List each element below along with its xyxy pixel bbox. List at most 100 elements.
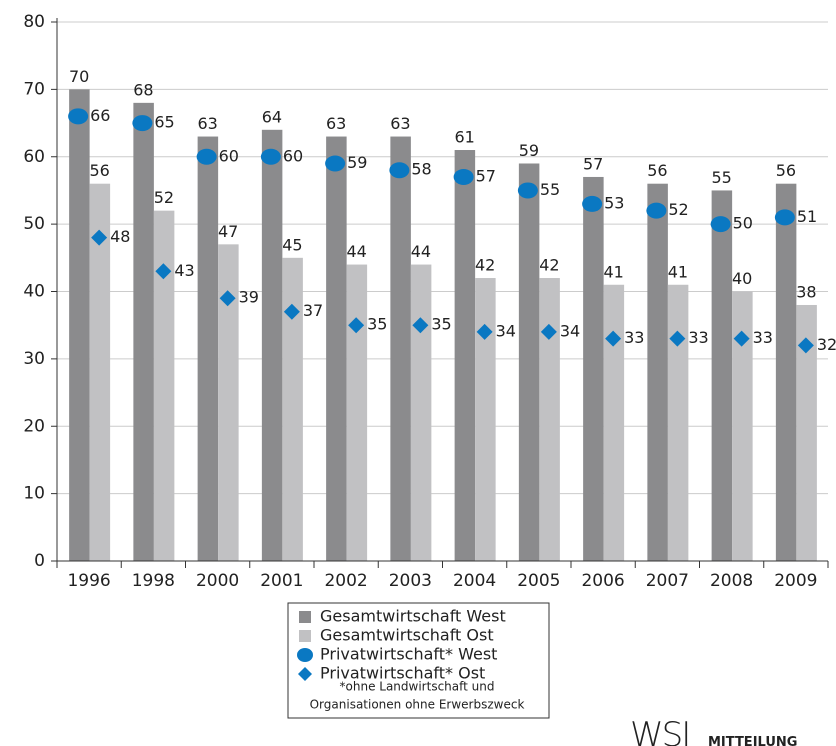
- legend-swatch: [297, 648, 313, 662]
- circle-marker: [389, 162, 410, 179]
- circle-marker: [517, 182, 538, 199]
- y-tick-label: 70: [23, 79, 45, 99]
- bar: [133, 102, 154, 561]
- bar-label: 41: [603, 262, 623, 281]
- x-tick-label: 1998: [132, 571, 175, 591]
- diamond-marker: [733, 330, 750, 347]
- diamond-marker: [605, 330, 622, 347]
- bar: [667, 284, 689, 561]
- marker-label: 33: [753, 328, 773, 347]
- marker-label: 34: [560, 321, 580, 340]
- bar: [775, 183, 797, 561]
- bar: [454, 150, 476, 561]
- marker-label: 51: [797, 207, 817, 226]
- bar: [69, 89, 90, 561]
- diamond-marker: [219, 290, 236, 307]
- legend-box: [287, 602, 550, 719]
- x-tick-label: 2002: [324, 571, 367, 591]
- bar: [796, 304, 817, 561]
- bar-label: 64: [262, 107, 282, 126]
- bar-label: 70: [69, 67, 89, 86]
- bar: [732, 291, 753, 561]
- marker-label: 60: [283, 146, 303, 165]
- bar-label: 42: [475, 256, 495, 275]
- legend-label: Gesamtwirtschaft Ost: [320, 626, 494, 645]
- circle-marker: [132, 115, 153, 132]
- logo: WSI: [630, 715, 689, 746]
- legend-swatch: [298, 667, 312, 681]
- marker-label: 66: [90, 106, 110, 125]
- marker-label: 43: [174, 261, 194, 280]
- x-tick-label: 2003: [389, 571, 432, 591]
- bar-label: 63: [390, 114, 410, 133]
- bar: [197, 136, 219, 561]
- x-tick-label: 2006: [581, 571, 624, 591]
- marker-label: 35: [367, 315, 387, 334]
- marker-label: 57: [476, 166, 496, 185]
- bar-label: 55: [711, 168, 731, 187]
- legend-swatch: [299, 611, 311, 623]
- bar-label: 40: [732, 269, 752, 288]
- y-tick-label: 20: [23, 416, 45, 436]
- x-tick-label: 2009: [774, 571, 817, 591]
- x-tick-label: 1996: [67, 571, 110, 591]
- circle-marker: [453, 168, 474, 185]
- diamond-marker: [669, 330, 686, 347]
- legend-label: Gesamtwirtschaft West: [320, 607, 506, 626]
- marker-label: 55: [540, 180, 560, 199]
- circle-marker: [774, 209, 795, 226]
- bar-label: 59: [519, 141, 539, 160]
- marker-label: 35: [431, 315, 451, 334]
- circle-marker: [710, 216, 731, 233]
- bar-label: 45: [282, 235, 302, 254]
- bar: [390, 136, 411, 561]
- bar: [282, 257, 303, 561]
- bar-label: 42: [539, 256, 559, 275]
- bar: [326, 136, 347, 561]
- bar-label: 61: [454, 128, 474, 147]
- bar-label: 68: [133, 80, 153, 99]
- marker-label: 50: [733, 214, 753, 233]
- marker-label: 52: [668, 200, 688, 219]
- marker-label: 32: [817, 335, 836, 354]
- bar-label: 38: [796, 282, 816, 301]
- bar: [153, 210, 175, 561]
- bar: [410, 264, 432, 561]
- legend-label: Privatwirtschaft* West: [320, 645, 497, 664]
- bar: [647, 183, 668, 561]
- footnote: Organisationen ohne Erwerbszweck: [310, 698, 525, 712]
- bar: [475, 278, 496, 561]
- bar-label: 56: [776, 161, 796, 180]
- bar-label: 44: [411, 242, 431, 261]
- diamond-marker: [348, 317, 365, 334]
- x-tick-label: 2005: [517, 571, 560, 591]
- circle-marker: [260, 148, 281, 165]
- logo-sub: MITTEILUNG: [708, 735, 797, 746]
- y-tick-label: 30: [23, 349, 45, 369]
- marker-label: 59: [347, 153, 367, 172]
- x-tick-label: 2004: [453, 571, 496, 591]
- bar-label: 63: [197, 114, 217, 133]
- bar-label: 57: [583, 154, 603, 173]
- circle-marker: [325, 155, 346, 172]
- x-tick-label: 2000: [196, 571, 239, 591]
- diamond-marker: [540, 323, 557, 340]
- y-tick-label: 0: [34, 551, 45, 571]
- circle-marker: [196, 148, 217, 165]
- x-tick-label: 2001: [260, 571, 303, 591]
- marker-label: 37: [303, 301, 323, 320]
- bar-label: 44: [346, 242, 366, 261]
- y-tick-label: 80: [23, 12, 45, 32]
- y-tick-label: 10: [23, 484, 45, 504]
- y-tick-label: 40: [23, 282, 45, 302]
- marker-label: 53: [604, 193, 624, 212]
- marker-label: 33: [624, 328, 644, 347]
- diamond-marker: [476, 323, 493, 340]
- bar: [89, 183, 111, 561]
- bar-label: 56: [89, 161, 109, 180]
- x-tick-label: 2007: [646, 571, 689, 591]
- bar-label: 56: [647, 161, 667, 180]
- diamond-marker: [91, 229, 108, 246]
- marker-label: 60: [219, 146, 239, 165]
